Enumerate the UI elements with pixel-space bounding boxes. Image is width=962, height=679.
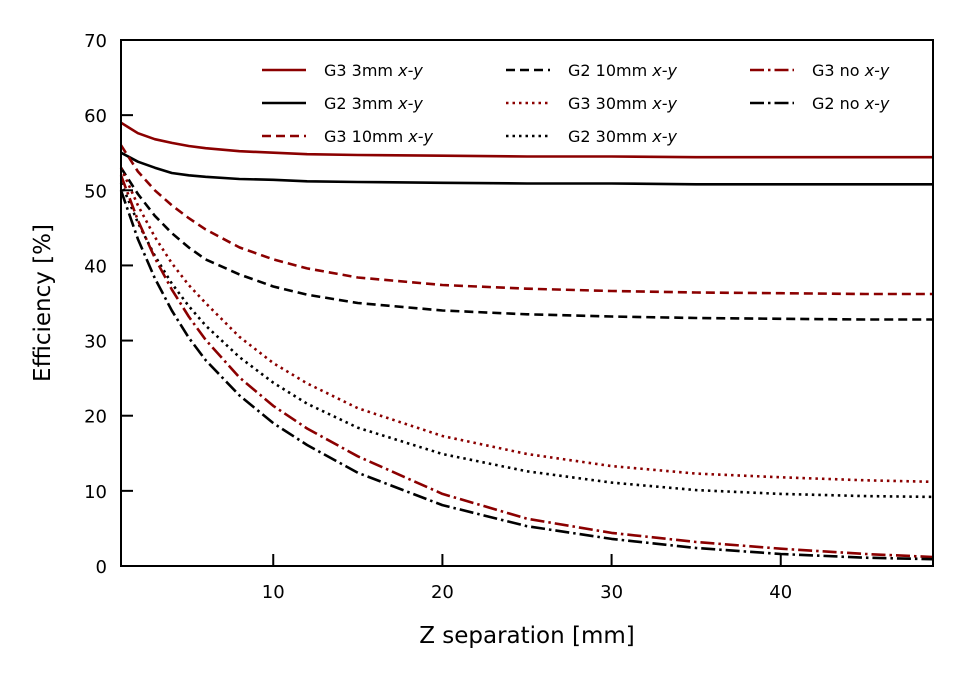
legend-label-7: G3 no x-y: [812, 61, 890, 80]
legend-label-text: G2 no: [812, 94, 865, 113]
x-axis-title: Z separation [mm]: [419, 623, 635, 649]
plot-lines: [119, 121, 934, 561]
legend-label-italic: x-y: [397, 94, 423, 113]
legend-label-8: G2 no x-y: [812, 94, 890, 113]
legend-label-text: G2 10mm: [568, 61, 652, 80]
y-tick-label: 0: [96, 557, 107, 578]
legend-label-text: G3 no: [812, 61, 865, 80]
x-tick-label: 10: [262, 582, 285, 603]
y-tick-label: 40: [84, 256, 107, 277]
legend-label-1: G3 3mm x-y: [324, 61, 423, 80]
series-line-6: [119, 182, 934, 499]
legend-label-text: G2 30mm: [568, 127, 652, 146]
legend-label-italic: x-y: [407, 127, 433, 146]
legend-label-italic: x-y: [864, 61, 890, 80]
legend-label-text: G3 30mm: [568, 94, 652, 113]
y-tick-label: 30: [84, 332, 107, 353]
legend-label-2: G2 3mm x-y: [324, 94, 423, 113]
legend-label-text: G3 3mm: [324, 61, 398, 80]
y-tick-label: 60: [84, 106, 107, 127]
plot-frame: [120, 39, 934, 567]
y-axis-title: Efficiency [%]: [30, 224, 56, 382]
legend-label-5: G3 30mm x-y: [568, 94, 678, 113]
legend-label-text: G2 3mm: [324, 94, 398, 113]
legend-label-italic: x-y: [651, 94, 677, 113]
y-tick-label: 20: [84, 407, 107, 428]
series-line-5: [119, 167, 934, 484]
y-tick-label: 50: [84, 181, 107, 202]
series-line-3: [119, 144, 933, 296]
legend-label-italic: x-y: [864, 94, 890, 113]
series-line-4: [119, 166, 933, 321]
y-tick-label: 10: [84, 482, 107, 503]
series-line-7: [119, 174, 934, 559]
legend: G3 3mm x-yG2 3mm x-yG3 10mm x-yG2 10mm x…: [262, 61, 890, 146]
legend-label-italic: x-y: [651, 127, 677, 146]
legend-label-text: G3 10mm: [324, 127, 408, 146]
x-tick-label: 40: [769, 582, 792, 603]
x-tick-label: 30: [600, 582, 623, 603]
series-line-2: [120, 151, 933, 186]
series-line-8: [119, 189, 934, 561]
legend-label-4: G2 10mm x-y: [568, 61, 678, 80]
y-tick-label: 70: [84, 31, 107, 52]
x-tick-label: 20: [431, 582, 454, 603]
series-line-1: [120, 121, 933, 159]
legend-label-3: G3 10mm x-y: [324, 127, 434, 146]
legend-label-italic: x-y: [651, 61, 677, 80]
legend-label-6: G2 30mm x-y: [568, 127, 678, 146]
axis-ticks: 10 20 30 40 0 10 20 30 40 50 60 70: [84, 31, 792, 603]
legend-label-italic: x-y: [397, 61, 423, 80]
